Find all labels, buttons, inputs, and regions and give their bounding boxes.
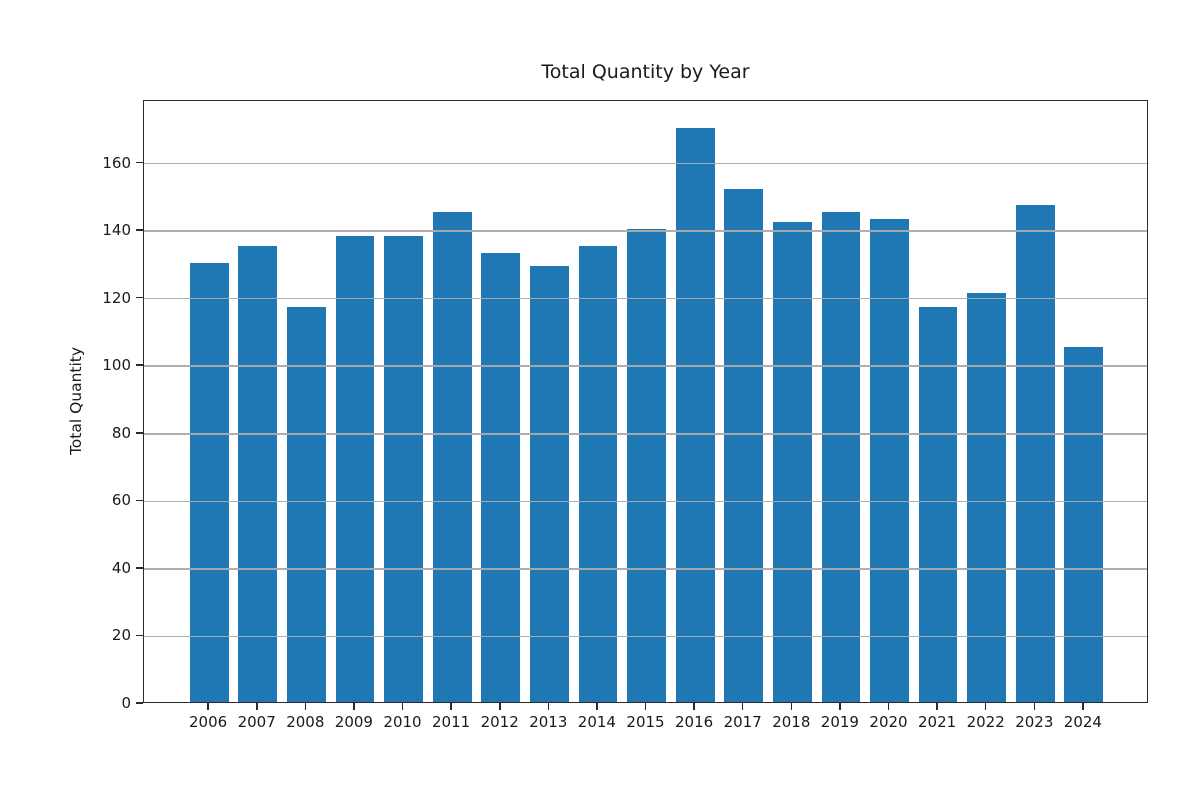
x-tick-mark-2008 xyxy=(304,703,307,710)
gridline-120 xyxy=(144,297,1147,300)
x-tick-label-2009: 2009 xyxy=(334,713,373,731)
x-tick-mark-2022 xyxy=(984,703,987,710)
y-tick-mark-80 xyxy=(136,432,143,434)
gridline-60 xyxy=(144,500,1147,503)
bar-2022 xyxy=(967,293,1007,702)
y-tick-label-80: 80 xyxy=(111,423,131,442)
x-tick-mark-2015 xyxy=(644,703,647,710)
bar-2024 xyxy=(1064,347,1104,702)
y-tick-mark-60 xyxy=(136,499,143,502)
x-tick-mark-2019 xyxy=(839,703,841,710)
y-tick-label-140: 140 xyxy=(102,221,131,240)
x-tick-label-2022: 2022 xyxy=(966,713,1005,731)
x-tick-label-2021: 2021 xyxy=(918,713,957,731)
grid-layer xyxy=(144,101,1147,702)
x-tick-mark-2011 xyxy=(450,703,452,710)
y-tick-mark-100 xyxy=(136,364,143,366)
bar-2013 xyxy=(529,266,569,702)
x-tick-label-2017: 2017 xyxy=(723,713,762,731)
y-tick-label-0: 0 xyxy=(121,694,131,712)
plot-area xyxy=(143,100,1148,703)
chart-title: Total Quantity by Year xyxy=(541,61,750,83)
gridline-100 xyxy=(144,365,1147,367)
gridline-20 xyxy=(144,635,1147,638)
y-tick-mark-160 xyxy=(136,161,143,164)
bar-2006 xyxy=(189,262,229,702)
x-tick-label-2016: 2016 xyxy=(675,713,714,731)
gridline-140 xyxy=(144,230,1147,232)
x-tick-mark-2017 xyxy=(741,703,744,710)
x-tick-mark-2024 xyxy=(1082,703,1084,710)
x-tick-mark-2020 xyxy=(887,703,890,710)
bar-2017 xyxy=(724,188,764,702)
bar-2020 xyxy=(870,218,909,702)
x-tick-mark-2010 xyxy=(401,703,404,710)
bar-2019 xyxy=(821,212,861,702)
x-tick-label-2011: 2011 xyxy=(432,713,471,731)
x-tick-mark-2009 xyxy=(353,703,355,710)
x-tick-label-2018: 2018 xyxy=(772,713,811,731)
gridline-160 xyxy=(144,162,1147,165)
x-tick-mark-2023 xyxy=(1033,703,1035,710)
y-tick-label-160: 160 xyxy=(102,153,131,172)
x-tick-label-2012: 2012 xyxy=(480,713,519,731)
gridline-80 xyxy=(144,433,1147,435)
x-tick-label-2015: 2015 xyxy=(626,713,665,731)
bar-2007 xyxy=(238,245,278,702)
y-tick-label-120: 120 xyxy=(102,288,131,307)
bar-2015 xyxy=(627,229,666,702)
x-tick-label-2008: 2008 xyxy=(286,713,325,731)
x-tick-mark-2006 xyxy=(207,703,209,710)
gridline-40 xyxy=(144,568,1147,570)
x-tick-mark-2021 xyxy=(936,703,938,710)
x-tick-label-2007: 2007 xyxy=(237,713,276,731)
bar-2018 xyxy=(772,222,812,702)
bar-2014 xyxy=(578,245,618,702)
x-tick-mark-2012 xyxy=(499,703,501,710)
x-tick-mark-2013 xyxy=(547,703,550,710)
y-tick-mark-140 xyxy=(136,229,143,231)
y-tick-mark-120 xyxy=(136,296,143,299)
x-tick-mark-2007 xyxy=(256,703,258,710)
x-tick-label-2006: 2006 xyxy=(189,713,228,731)
y-tick-label-60: 60 xyxy=(111,491,131,510)
y-tick-label-20: 20 xyxy=(111,626,131,645)
x-tick-label-2024: 2024 xyxy=(1063,713,1102,731)
x-tick-label-2019: 2019 xyxy=(820,713,859,731)
x-tick-label-2013: 2013 xyxy=(529,713,568,731)
y-tick-mark-40 xyxy=(136,567,143,569)
y-tick-mark-20 xyxy=(136,634,143,637)
bar-2010 xyxy=(384,235,423,702)
x-tick-mark-2016 xyxy=(693,703,695,710)
x-tick-label-2023: 2023 xyxy=(1015,713,1054,731)
x-tick-mark-2018 xyxy=(790,703,792,710)
bar-2012 xyxy=(481,252,521,702)
bar-2023 xyxy=(1015,205,1055,702)
x-tick-label-2014: 2014 xyxy=(577,713,616,731)
bar-2011 xyxy=(432,212,472,702)
y-tick-label-40: 40 xyxy=(111,558,131,577)
y-tick-label-100: 100 xyxy=(102,356,131,375)
x-tick-label-2020: 2020 xyxy=(869,713,908,731)
x-tick-label-2010: 2010 xyxy=(383,713,422,731)
y-tick-mark-0 xyxy=(136,702,143,704)
bar-2009 xyxy=(335,235,375,702)
x-tick-mark-2014 xyxy=(596,703,598,710)
bar-2016 xyxy=(675,127,715,702)
